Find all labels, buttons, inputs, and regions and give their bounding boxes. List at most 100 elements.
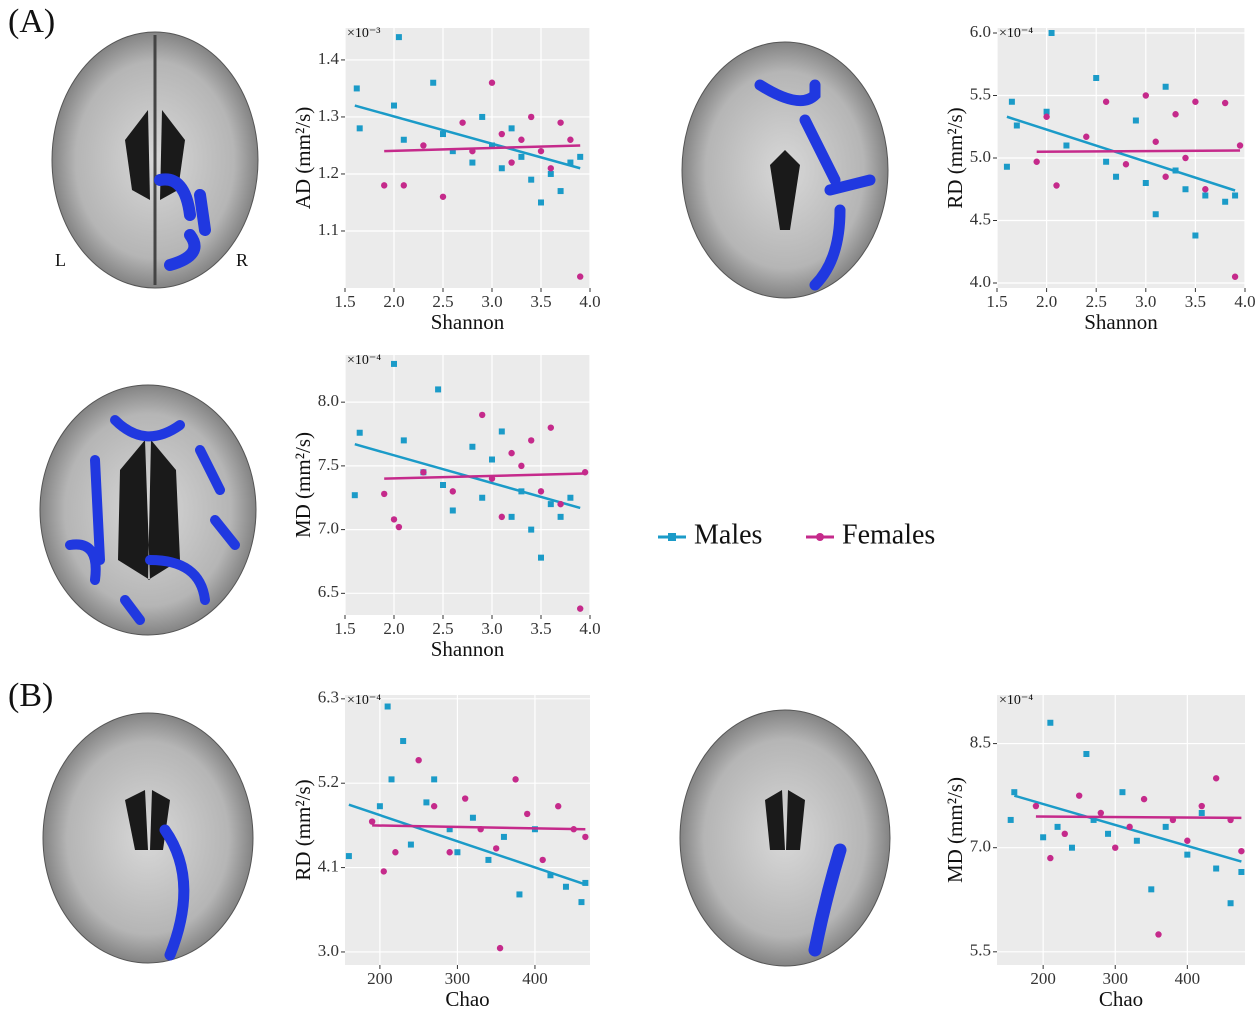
point: [396, 34, 402, 40]
point: [1199, 810, 1205, 816]
point: [512, 776, 518, 782]
point: [567, 137, 573, 143]
point: [1232, 274, 1238, 280]
point: [354, 85, 360, 91]
point: [508, 450, 514, 456]
x-tick-label: 3.0: [481, 619, 502, 638]
point: [528, 437, 534, 443]
y-tick-label: 5.0: [970, 147, 991, 166]
point: [577, 273, 583, 279]
point: [1103, 99, 1109, 105]
y-tick-label: 1.1: [318, 220, 339, 239]
point: [1053, 182, 1059, 188]
point: [489, 80, 495, 86]
point: [1105, 831, 1111, 837]
y-axis-title: RD (mm²/s): [943, 107, 967, 208]
point: [385, 704, 391, 710]
y-axis-title: MD (mm²/s): [943, 777, 967, 883]
y-tick-label: 8.5: [970, 732, 991, 751]
point: [582, 834, 588, 840]
point: [1163, 824, 1169, 830]
point: [454, 849, 460, 855]
point: [1119, 789, 1125, 795]
y-axis-title: AD (mm²/s): [291, 107, 315, 210]
axis-multiplier: ×10⁻⁴: [347, 353, 381, 368]
point: [470, 815, 476, 821]
point: [450, 507, 456, 513]
y-tick-label: 7.0: [318, 519, 339, 538]
axis-multiplier: ×10⁻³: [347, 26, 380, 41]
brain-image: [682, 42, 888, 298]
point: [396, 524, 402, 530]
point: [450, 488, 456, 494]
point: [1182, 155, 1188, 161]
x-tick-label: 2.0: [383, 619, 404, 638]
point: [516, 891, 522, 897]
y-tick-label: 6.5: [318, 582, 339, 601]
point: [1155, 931, 1161, 937]
point: [1172, 111, 1178, 117]
point: [1238, 869, 1244, 875]
x-tick-label: 3.5: [530, 292, 551, 311]
x-tick-label: 1.5: [986, 292, 1007, 311]
point: [548, 424, 554, 430]
point: [1184, 838, 1190, 844]
point: [563, 884, 569, 890]
figure: (A) (B) L R MalesFemales 1.52.02.53.03.5…: [0, 0, 1260, 1011]
x-axis-title: Shannon: [431, 310, 505, 334]
x-tick-label: 400: [522, 969, 548, 988]
point: [381, 491, 387, 497]
point: [1126, 824, 1132, 830]
point: [1222, 100, 1228, 106]
axis-multiplier: ×10⁻⁴: [999, 26, 1033, 41]
point: [1192, 99, 1198, 105]
y-tick-label: 5.5: [970, 84, 991, 103]
point: [1202, 186, 1208, 192]
brain-image: [52, 32, 258, 288]
point: [1033, 803, 1039, 809]
point: [440, 482, 446, 488]
point: [1083, 134, 1089, 140]
x-axis-title: Chao: [1099, 987, 1143, 1011]
point: [538, 488, 544, 494]
point: [1237, 142, 1243, 148]
point: [1033, 159, 1039, 165]
point: [489, 457, 495, 463]
y-tick-label: 5.2: [318, 772, 339, 791]
point: [1148, 886, 1154, 892]
x-tick-label: 200: [1030, 969, 1056, 988]
x-tick-label: 3.0: [481, 292, 502, 311]
point: [1153, 139, 1159, 145]
point: [499, 165, 505, 171]
point: [1238, 848, 1244, 854]
panel-label: (A): [8, 3, 55, 40]
point: [479, 114, 485, 120]
x-tick-label: 3.5: [530, 619, 551, 638]
point: [1062, 831, 1068, 837]
point: [469, 160, 475, 166]
point: [577, 605, 583, 611]
axis-multiplier: ×10⁻⁴: [347, 693, 381, 708]
point: [401, 137, 407, 143]
y-tick-label: 1.2: [318, 163, 339, 182]
point: [369, 818, 375, 824]
point: [1004, 164, 1010, 170]
x-axis-title: Chao: [445, 987, 489, 1011]
point: [1184, 852, 1190, 858]
point: [1153, 211, 1159, 217]
point: [528, 177, 534, 183]
point: [352, 492, 358, 498]
x-tick-label: 4.0: [1234, 292, 1255, 311]
y-axis-title: MD (mm²/s): [291, 432, 315, 538]
point: [469, 444, 475, 450]
point: [1055, 824, 1061, 830]
point: [431, 803, 437, 809]
point: [435, 386, 441, 392]
point: [377, 803, 383, 809]
point: [1014, 123, 1020, 129]
fit-line: [1037, 151, 1240, 152]
point: [400, 738, 406, 744]
point: [528, 114, 534, 120]
point: [408, 842, 414, 848]
point: [499, 428, 505, 434]
